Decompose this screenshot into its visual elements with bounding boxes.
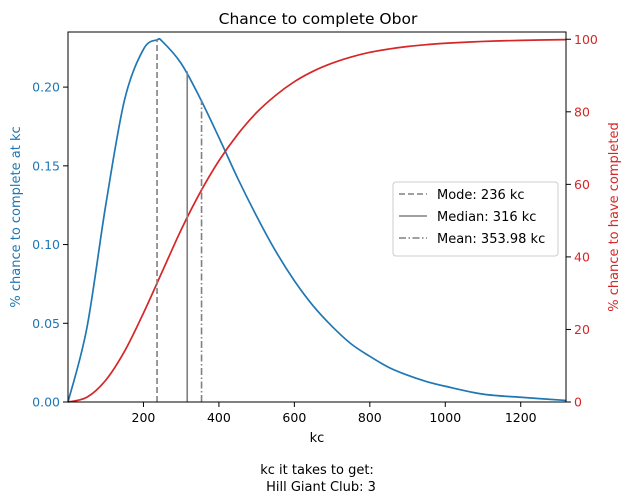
y-axis-left: 0.00 0.05 0.10 0.15 0.20 [32,80,68,410]
x-tick-label: 200 [132,410,156,425]
legend-label-mode: Mode: 236 kc [437,188,525,203]
y-left-tick-label: 0.15 [32,158,60,173]
y-left-tick-label: 0.05 [32,316,60,331]
y-axis-left-label: % chance to complete at kc [9,126,24,307]
y-left-tick-label: 0.20 [32,80,60,95]
plot-frame [67,31,567,403]
legend: Mode: 236 kc Median: 316 kc Mean: 353.98… [392,181,559,257]
x-tick-label: 1200 [505,410,537,425]
x-tick-label: 800 [358,410,382,425]
x-tick-label: 600 [282,410,306,425]
y-axis-right: 0 20 40 60 80 100 [566,32,598,410]
y-left-tick-label: 0.00 [32,395,60,410]
cdf-series [67,38,567,403]
footer-line-1: kc it takes to get: [260,463,374,478]
y-right-tick-label: 100 [574,32,598,47]
y-right-tick-label: 40 [574,249,590,264]
legend-label-mean: Mean: 353.98 kc [437,232,545,247]
cdf-line [67,38,567,403]
x-axis: 200 400 600 800 1000 1200 [132,402,537,425]
pmf-series [67,37,567,403]
marker-lines [156,39,203,402]
y-right-tick-label: 60 [574,177,590,192]
y-left-tick-label: 0.10 [32,237,60,252]
x-tick-label: 400 [207,410,231,425]
y-axis-right-label: % chance to have completed [607,122,622,312]
y-right-tick-label: 20 [574,322,590,337]
x-tick-label: 1000 [429,410,461,425]
pmf-line [67,37,567,403]
y-right-tick-label: 80 [574,104,590,119]
y-right-tick-label: 0 [574,395,582,410]
chart-title: Chance to complete Obor [219,10,418,28]
x-axis-label: kc [310,431,325,446]
legend-box [392,181,559,257]
footer-line-2: Hill Giant Club: 3 [266,480,376,495]
legend-label-median: Median: 316 kc [437,210,536,225]
